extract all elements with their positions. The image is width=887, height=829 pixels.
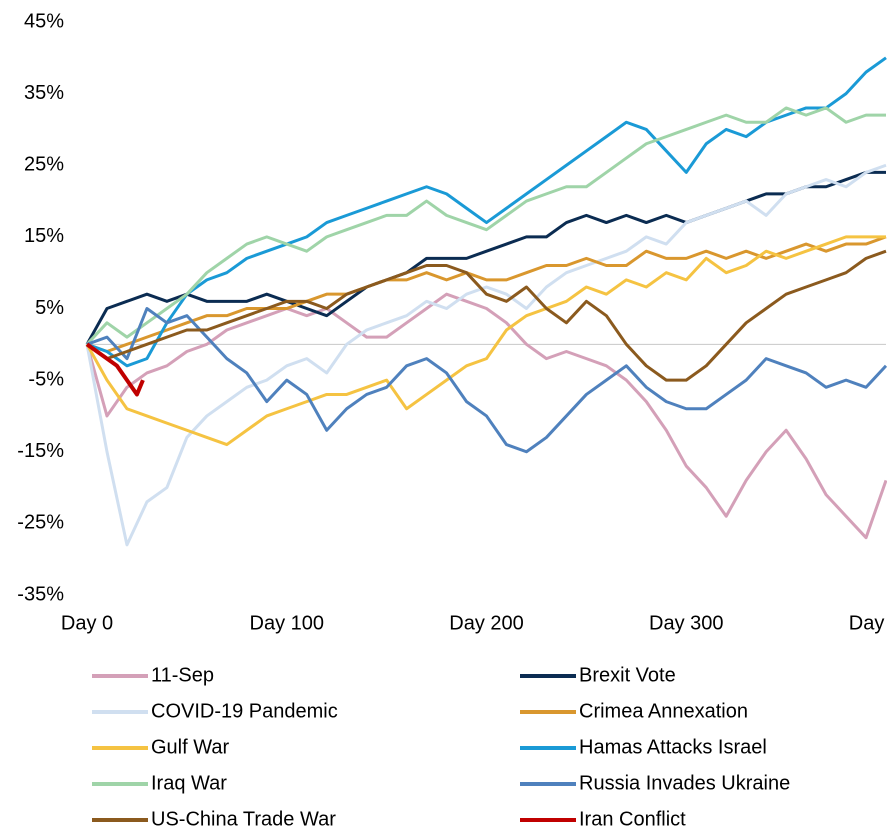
y-tick-label: -25% — [17, 512, 64, 534]
y-tick-label: 35% — [24, 82, 64, 104]
x-tick-label: Day 400 — [849, 612, 887, 634]
y-tick-label: 5% — [35, 297, 64, 319]
legend-label: Iran Conflict — [579, 808, 686, 829]
series-line — [85, 163, 887, 547]
y-tick-label: 25% — [24, 154, 64, 176]
legend-label: 11-Sep — [151, 664, 214, 686]
legend-label: Gulf War — [151, 736, 229, 758]
x-tick-label: Day 300 — [649, 612, 724, 634]
series-line — [86, 235, 887, 353]
legend-label: Hamas Attacks Israel — [579, 736, 767, 758]
legend-label: Brexit Vote — [579, 664, 676, 686]
x-tick-label: Day 200 — [449, 612, 524, 634]
series-line — [85, 170, 886, 346]
series-line — [86, 249, 887, 382]
y-tick-label: -15% — [17, 440, 64, 462]
series-line — [86, 56, 887, 368]
legend-label: COVID-19 Pandemic — [151, 700, 338, 722]
series-line — [85, 292, 887, 540]
legend-label: US-China Trade War — [151, 808, 336, 829]
series-line — [85, 342, 145, 397]
series-line — [85, 235, 886, 447]
y-tick-label: 45% — [24, 10, 64, 32]
x-tick-label: Day 0 — [61, 612, 113, 634]
legend-label: Russia Invades Ukraine — [579, 772, 790, 794]
series-line — [85, 106, 886, 346]
y-tick-label: -35% — [17, 583, 64, 605]
x-tick-label: Day 100 — [250, 612, 325, 634]
legend-label: Iraq War — [151, 772, 227, 794]
y-tick-label: -5% — [28, 368, 64, 390]
legend-label: Crimea Annexation — [579, 700, 748, 722]
y-tick-label: 15% — [24, 225, 64, 247]
series-line — [86, 307, 887, 454]
